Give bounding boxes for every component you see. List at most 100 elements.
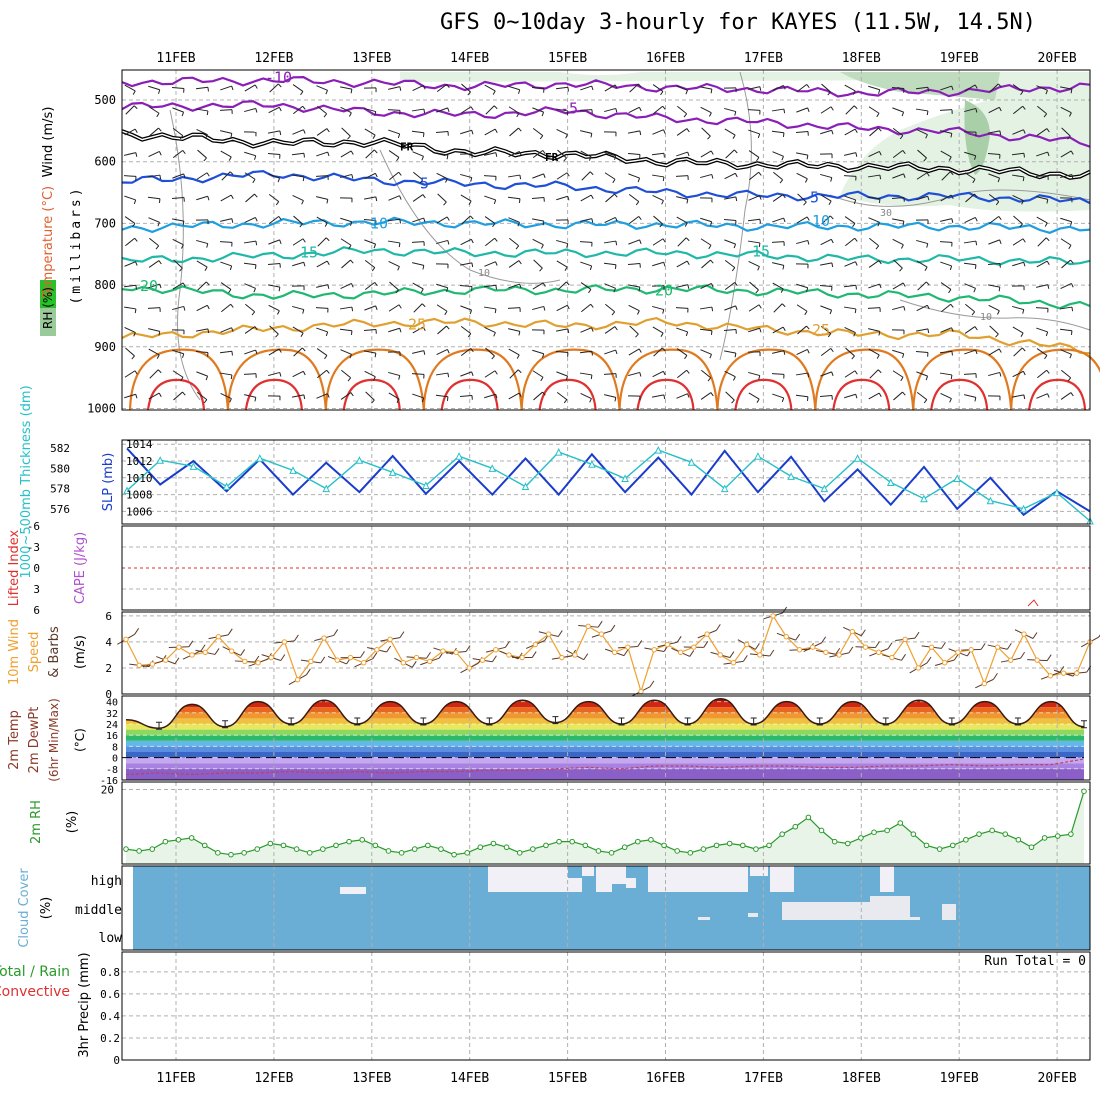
wind-barb — [844, 84, 856, 92]
isotherm-label: 20 — [140, 277, 158, 295]
wind-barb — [460, 238, 472, 246]
wind-barb — [855, 152, 858, 157]
wind-speed-point — [889, 654, 895, 661]
thickness-point — [1019, 504, 1028, 513]
wind-barb — [268, 173, 280, 179]
wind-barb — [556, 129, 568, 135]
ylabel-temp2m: 2m Temp — [7, 710, 22, 770]
wind-barb — [663, 262, 666, 267]
wind-barb — [892, 370, 904, 378]
wind-barb-10m — [742, 655, 748, 662]
wind-barb — [293, 215, 303, 225]
wind-barb-10m — [715, 624, 721, 631]
wind-barb-10m — [505, 641, 510, 648]
wind-barb — [228, 156, 232, 161]
wind-barb — [158, 198, 161, 203]
wind-barb — [772, 85, 784, 91]
wind-barb — [460, 325, 472, 335]
wind-barb — [396, 157, 400, 162]
isotherm-label: 5 — [810, 188, 819, 206]
wind-barb — [748, 150, 760, 158]
wind-barb — [182, 391, 186, 396]
wind-barb — [900, 376, 904, 382]
wind-speed-point — [268, 654, 274, 661]
wind-barb — [125, 237, 135, 247]
wind-barb — [133, 105, 138, 110]
bottom-date-label: 20FEB — [1038, 1071, 1077, 1086]
wind-barb — [375, 305, 378, 310]
wind-barb — [1067, 135, 1071, 140]
precip-tick-label: 0.2 — [100, 1032, 120, 1045]
wind-barb-10m — [901, 654, 906, 661]
wind-barb — [268, 371, 280, 377]
wind-barb — [964, 349, 976, 355]
wind-barb — [493, 199, 497, 205]
wind-barb — [820, 262, 832, 266]
rh-point — [766, 842, 772, 849]
wind-barb — [806, 155, 809, 160]
wind-barb — [515, 245, 520, 250]
wind-barb — [148, 328, 160, 332]
isotherm-35 — [636, 378, 695, 411]
wind-barb — [494, 308, 497, 314]
wind-barb — [731, 399, 735, 404]
wind-barb — [179, 267, 183, 272]
wind-barb — [398, 171, 402, 176]
wind-barb — [1020, 91, 1024, 96]
wind-barb — [915, 108, 929, 112]
wind-barb — [182, 353, 185, 358]
wind-barb — [748, 327, 760, 333]
wind-barb — [878, 260, 882, 265]
wind-barb — [758, 304, 762, 309]
wind-barb — [327, 151, 330, 157]
wind-barb — [509, 237, 519, 247]
wind-barb — [397, 266, 400, 271]
run-total-label: Run Total = 0 — [984, 954, 1086, 969]
wind-barb — [951, 351, 953, 356]
thickness-line — [126, 449, 1091, 522]
wind-speed-point — [440, 648, 446, 654]
wind-barb — [1011, 174, 1025, 178]
wind-barb — [124, 84, 136, 92]
wind-barb — [1060, 392, 1072, 400]
wind-barb — [291, 152, 305, 156]
wind-barb — [707, 377, 712, 382]
wind-barb — [580, 150, 592, 158]
wind-barb — [998, 348, 1002, 353]
panel-frame-air — [121, 69, 1091, 411]
wind-barb — [899, 135, 904, 140]
wind-barb — [567, 87, 569, 92]
wind-barb — [292, 238, 304, 246]
wind-barb — [508, 392, 520, 400]
wind-barb — [556, 260, 568, 268]
wind-barb-10m — [465, 645, 471, 652]
wind-barb — [566, 305, 570, 310]
wind-barb — [436, 83, 448, 93]
rh-point — [963, 836, 969, 843]
wind-barb — [901, 111, 905, 117]
wind-barb — [254, 84, 258, 89]
wind-barb — [395, 289, 399, 294]
panel-frame-cloud — [121, 865, 1091, 951]
wind-barb — [891, 196, 905, 200]
ylabel-precip-convective: Convective — [0, 984, 70, 1000]
wind-barb — [676, 196, 688, 200]
wind-barb — [893, 259, 903, 269]
cloud-clear-block — [870, 896, 910, 920]
wind-barb — [460, 371, 472, 377]
wind-barb — [771, 108, 785, 112]
wind-barb — [148, 217, 160, 223]
wind-barb — [797, 193, 807, 203]
wind-barb — [612, 178, 616, 184]
wind-barb — [950, 374, 953, 380]
wind-barb — [302, 347, 306, 352]
wind-barb — [923, 157, 927, 162]
wind-barb — [804, 310, 808, 316]
wind-barb — [989, 325, 999, 335]
wind-barb — [268, 130, 280, 134]
wind-barb — [325, 331, 329, 337]
wind-barb — [1011, 152, 1025, 156]
wind-barb — [710, 150, 714, 155]
wind-barb — [327, 393, 330, 398]
wind-barb — [267, 152, 281, 156]
